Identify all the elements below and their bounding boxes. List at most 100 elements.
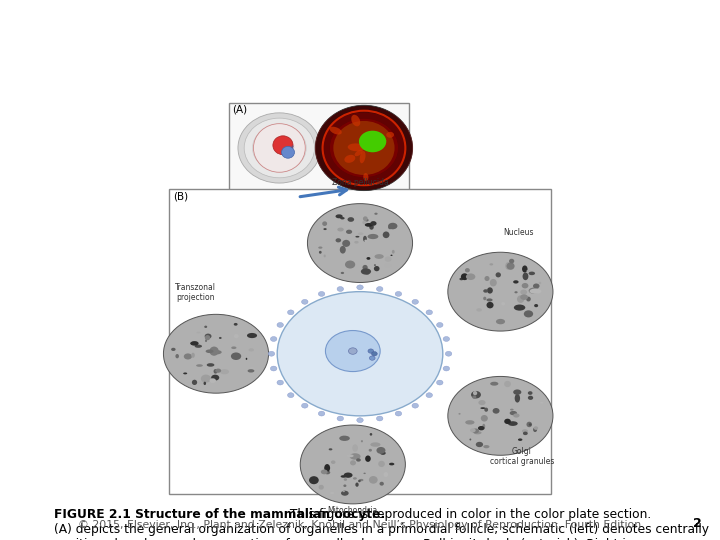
Text: Nucleus: Nucleus [503, 228, 534, 237]
Ellipse shape [485, 408, 488, 412]
Ellipse shape [194, 345, 202, 348]
Ellipse shape [206, 349, 214, 353]
Ellipse shape [238, 113, 321, 183]
Ellipse shape [246, 358, 247, 360]
Ellipse shape [318, 292, 325, 296]
Ellipse shape [528, 423, 531, 426]
Ellipse shape [504, 418, 511, 424]
Ellipse shape [341, 272, 344, 274]
Ellipse shape [374, 264, 376, 266]
Text: This figure is reproduced in color in the color plate section.: This figure is reproduced in color in th… [286, 508, 651, 521]
Ellipse shape [528, 272, 535, 275]
Ellipse shape [204, 334, 212, 339]
Ellipse shape [204, 335, 210, 340]
Ellipse shape [176, 354, 179, 359]
Ellipse shape [234, 334, 238, 338]
Ellipse shape [443, 336, 449, 341]
Ellipse shape [190, 342, 194, 345]
Ellipse shape [359, 131, 387, 152]
Ellipse shape [487, 287, 493, 294]
Ellipse shape [360, 151, 366, 163]
Ellipse shape [469, 438, 472, 441]
Ellipse shape [465, 268, 470, 273]
Ellipse shape [343, 491, 345, 492]
Ellipse shape [318, 246, 323, 249]
Ellipse shape [514, 305, 526, 310]
Ellipse shape [472, 395, 477, 399]
Ellipse shape [478, 426, 485, 430]
FancyArrowPatch shape [300, 187, 346, 197]
Ellipse shape [244, 118, 315, 178]
Ellipse shape [526, 422, 532, 427]
Ellipse shape [318, 485, 324, 490]
Text: *: * [291, 145, 294, 151]
Ellipse shape [324, 464, 330, 472]
Ellipse shape [358, 480, 361, 482]
Ellipse shape [183, 373, 187, 374]
Ellipse shape [357, 418, 364, 423]
Ellipse shape [485, 276, 490, 281]
Ellipse shape [369, 433, 372, 436]
Ellipse shape [328, 448, 333, 450]
Ellipse shape [372, 352, 377, 356]
Ellipse shape [215, 369, 221, 373]
Ellipse shape [192, 380, 197, 385]
Ellipse shape [365, 455, 371, 462]
Ellipse shape [426, 310, 433, 315]
Text: Transzonal
projection: Transzonal projection [176, 282, 216, 302]
Text: Golgi
cortical granules: Golgi cortical granules [490, 447, 554, 466]
Ellipse shape [377, 447, 385, 454]
Ellipse shape [389, 463, 395, 465]
Ellipse shape [481, 415, 488, 422]
Ellipse shape [412, 299, 418, 304]
Ellipse shape [523, 431, 528, 435]
Ellipse shape [247, 333, 257, 338]
Ellipse shape [522, 283, 528, 288]
Ellipse shape [337, 287, 343, 292]
Ellipse shape [530, 288, 541, 294]
Ellipse shape [426, 393, 433, 397]
Ellipse shape [354, 241, 359, 244]
Ellipse shape [339, 436, 350, 441]
Ellipse shape [540, 402, 544, 403]
Ellipse shape [374, 266, 379, 271]
Ellipse shape [352, 444, 358, 452]
Ellipse shape [366, 257, 370, 260]
Ellipse shape [384, 256, 392, 262]
Ellipse shape [507, 262, 515, 270]
Ellipse shape [346, 230, 352, 234]
Ellipse shape [388, 223, 397, 230]
Text: positioned nucleus and aggregation of organelles known as Balbiani’s body (aster: positioned nucleus and aggregation of or… [54, 538, 652, 540]
Ellipse shape [370, 221, 377, 226]
Ellipse shape [249, 367, 255, 373]
Ellipse shape [369, 224, 374, 230]
Ellipse shape [521, 294, 528, 300]
Ellipse shape [377, 287, 383, 292]
Ellipse shape [528, 391, 533, 395]
Ellipse shape [309, 476, 319, 484]
Ellipse shape [521, 289, 527, 295]
Ellipse shape [323, 254, 325, 258]
Ellipse shape [302, 299, 308, 304]
Ellipse shape [369, 449, 372, 451]
Ellipse shape [395, 292, 402, 296]
Text: FIGURE 2.1 Structure of the mammalian oocyte.: FIGURE 2.1 Structure of the mammalian oo… [54, 508, 385, 521]
Text: Zona pellucida: Zona pellucida [332, 178, 388, 187]
Ellipse shape [277, 380, 284, 385]
Ellipse shape [534, 304, 538, 307]
Ellipse shape [509, 259, 514, 264]
Ellipse shape [363, 236, 367, 242]
Ellipse shape [472, 428, 479, 433]
Ellipse shape [539, 282, 541, 284]
Ellipse shape [378, 461, 385, 467]
Ellipse shape [474, 305, 482, 310]
Ellipse shape [211, 375, 220, 381]
Ellipse shape [277, 322, 284, 327]
Ellipse shape [363, 217, 368, 221]
Bar [229, 103, 409, 197]
Ellipse shape [336, 214, 343, 218]
Ellipse shape [363, 137, 372, 147]
Ellipse shape [319, 251, 322, 254]
Ellipse shape [346, 454, 354, 457]
Ellipse shape [356, 483, 359, 487]
